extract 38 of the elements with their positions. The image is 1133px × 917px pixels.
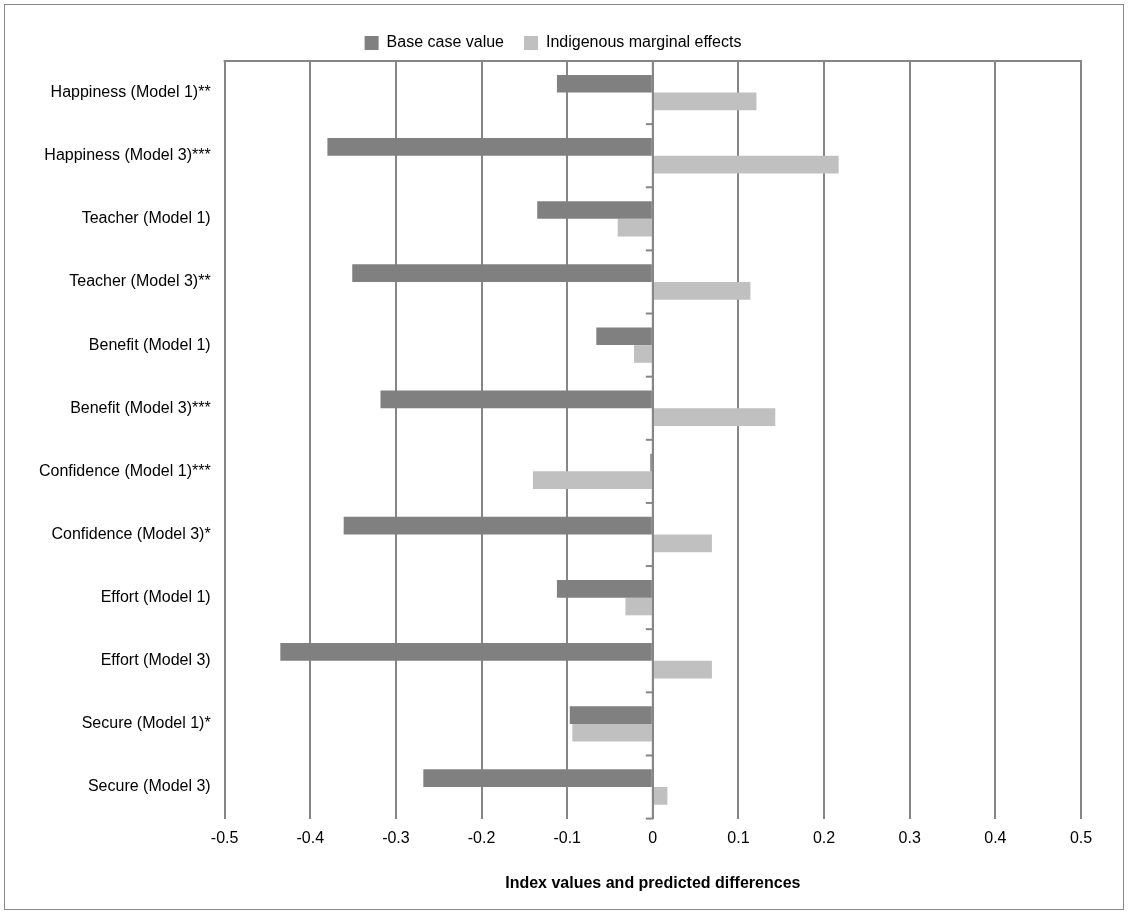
y-tick-label: Benefit (Model 3)*** xyxy=(70,398,211,416)
bar xyxy=(653,787,668,805)
bar xyxy=(653,281,751,300)
bar xyxy=(653,408,776,426)
x-axis-title: Index values and predicted differences xyxy=(505,873,801,891)
y-tick-label: Confidence (Model 3)* xyxy=(51,524,211,542)
y-tick-label: Secure (Model 3) xyxy=(87,777,211,795)
y-tick-label: Effort (Model 1) xyxy=(100,588,211,606)
x-tick-label: 0.2 xyxy=(812,828,836,846)
y-tick-label: Teacher (Model 1) xyxy=(81,209,211,227)
bar xyxy=(653,92,757,111)
x-tick-label: -0.3 xyxy=(382,828,410,846)
bar xyxy=(572,723,652,742)
bar xyxy=(633,345,652,363)
bar xyxy=(617,218,652,237)
x-tick-label: 0.1 xyxy=(727,828,750,846)
bar xyxy=(625,597,652,616)
x-tick-label: -0.5 xyxy=(210,828,239,846)
y-tick-label: Happiness (Model 1)** xyxy=(50,82,211,100)
x-tick-label: -0.4 xyxy=(296,828,325,846)
legend-label: Indigenous marginal effects xyxy=(546,33,742,51)
y-tick-label: Confidence (Model 1)*** xyxy=(38,461,211,479)
y-tick-label: Teacher (Model 3)** xyxy=(69,272,211,290)
x-tick-label: 0 xyxy=(648,828,658,846)
x-tick-label: 0.3 xyxy=(898,828,921,846)
x-tick-label: -0.2 xyxy=(467,828,496,846)
y-tick-label: Happiness (Model 3)*** xyxy=(44,146,211,164)
x-tick-label: 0.5 xyxy=(1069,828,1093,846)
x-tick-label: 0.4 xyxy=(984,828,1007,846)
bar xyxy=(653,155,839,174)
bar xyxy=(532,471,652,490)
y-tick-label: Benefit (Model 1) xyxy=(88,335,211,353)
x-tick-label: -0.1 xyxy=(553,828,582,846)
bar xyxy=(653,534,712,553)
bar xyxy=(653,660,712,679)
y-tick-label: Secure (Model 1)* xyxy=(81,714,211,732)
y-tick-label: Effort (Model 3) xyxy=(100,651,211,669)
legend-label: Base case value xyxy=(386,33,505,51)
